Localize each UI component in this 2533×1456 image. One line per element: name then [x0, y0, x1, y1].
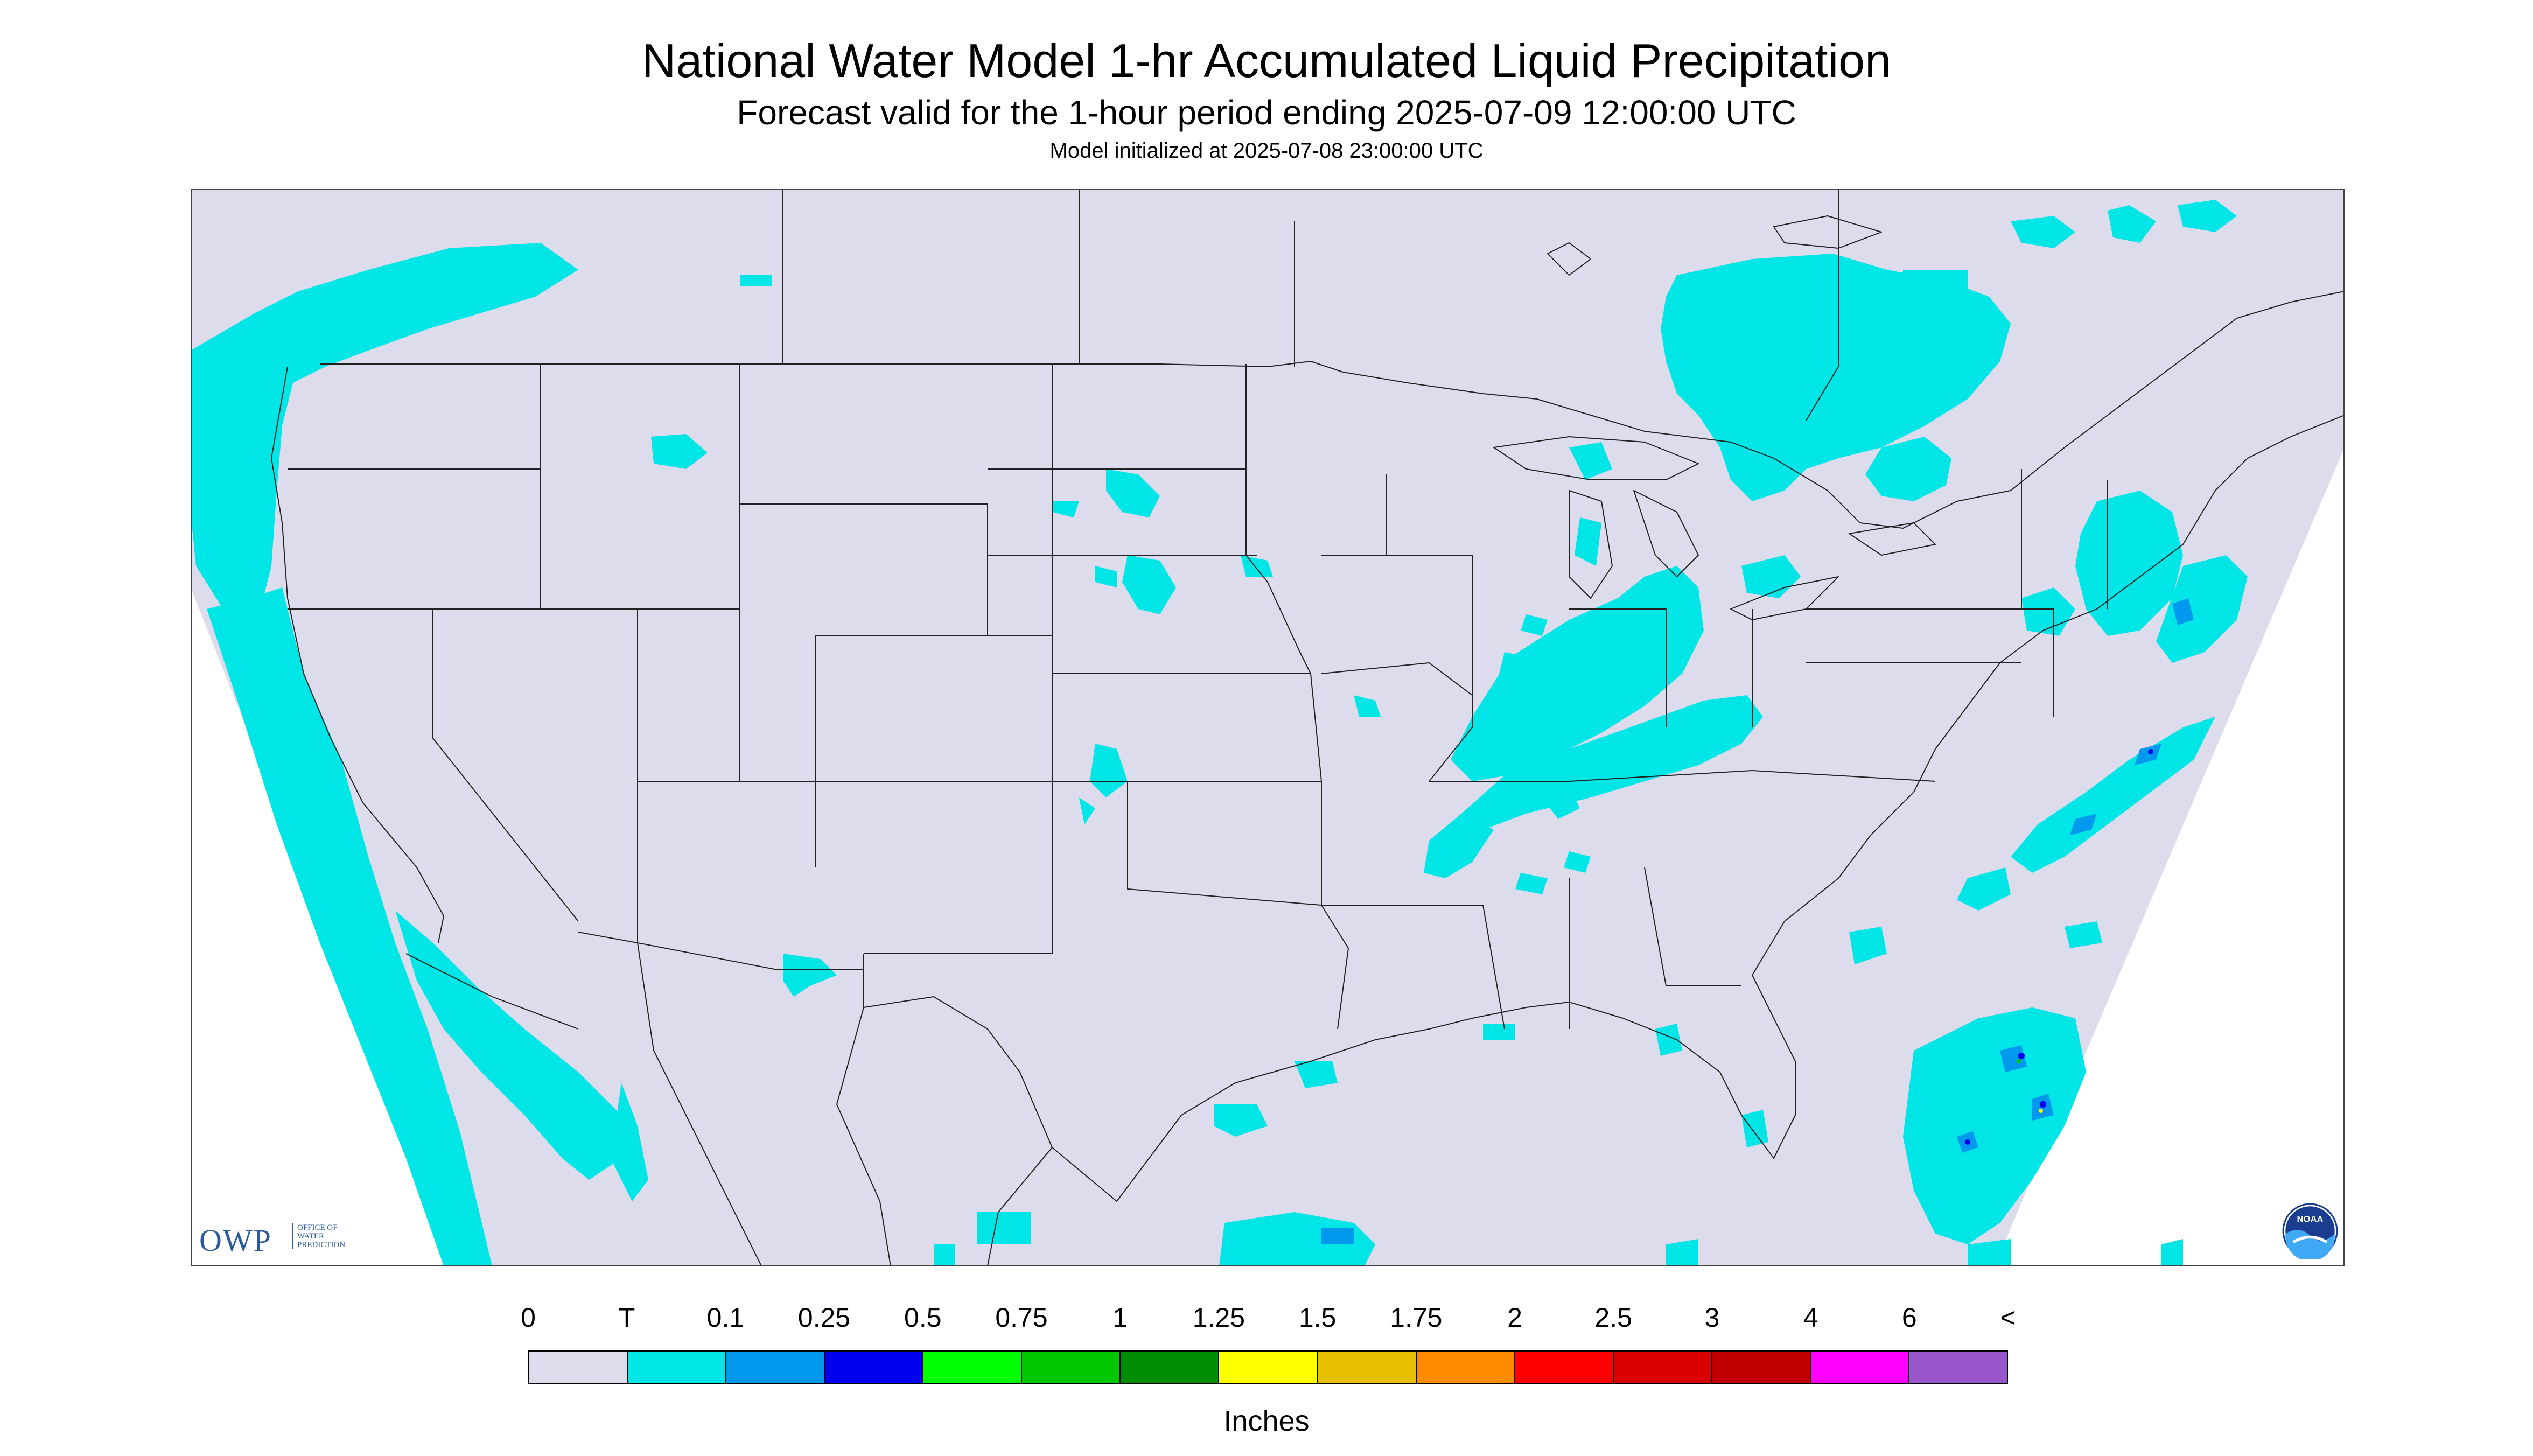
map-title: National Water Model 1-hr Accumulated Li…	[641, 34, 1892, 87]
precip-heavy-areas	[1965, 749, 2153, 1145]
legend-label: 2	[1507, 1303, 1522, 1333]
legend-label: 1.5	[1298, 1303, 1337, 1333]
legend-label: 0.25	[797, 1303, 851, 1333]
forecast-valid-subtitle: Forecast valid for the 1-hour period end…	[737, 93, 1796, 132]
legend-label: 1.75	[1390, 1303, 1443, 1333]
precipitation-map	[191, 189, 2345, 1266]
owp-logo-line-3: PREDICTION	[297, 1241, 346, 1249]
legend-swatch	[923, 1352, 1023, 1383]
legend-swatch	[1318, 1352, 1417, 1383]
owp-logo-text: OFFICE OF WATER PREDICTION	[292, 1223, 345, 1249]
owp-logo-line-2: WATER	[297, 1232, 324, 1241]
legend-label: <	[2000, 1303, 2016, 1333]
legend-swatch	[1121, 1352, 1220, 1383]
legend-swatch	[628, 1352, 727, 1383]
legend-swatch	[726, 1352, 825, 1383]
legend-label: 0	[521, 1303, 536, 1333]
legend-label: 0.5	[904, 1303, 942, 1333]
legend-swatch	[529, 1352, 628, 1383]
legend-label: 1.25	[1192, 1303, 1245, 1333]
legend-swatch	[1613, 1352, 1712, 1383]
owp-logo: OWP OFFICE OF WATER PREDICTION	[199, 1222, 345, 1258]
map-frame	[191, 189, 2345, 1266]
legend-swatch	[1810, 1352, 1909, 1383]
svg-text:NOAA: NOAA	[2297, 1214, 2324, 1224]
legend-label: 0.1	[706, 1303, 745, 1333]
legend-swatch	[1416, 1352, 1515, 1383]
legend-label: 4	[1803, 1303, 1818, 1333]
precip-trace-areas	[191, 200, 2248, 1266]
political-boundaries	[271, 189, 2345, 1266]
legend-swatch	[1515, 1352, 1614, 1383]
legend-swatch	[1219, 1352, 1318, 1383]
model-init-text: Model initialized at 2025-07-08 23:00:00…	[1049, 139, 1484, 163]
legend-label: 3	[1704, 1303, 1720, 1333]
legend-swatch	[1712, 1352, 1811, 1383]
legend-swatch	[1022, 1352, 1121, 1383]
owp-logo-mark: OWP	[199, 1223, 272, 1258]
precip-peak-cells	[2017, 1059, 2043, 1113]
legend-units-label: Inches	[1223, 1405, 1310, 1437]
legend-swatch	[1909, 1352, 2007, 1383]
legend-label: 6	[1901, 1303, 1917, 1333]
legend-label: 1	[1112, 1303, 1128, 1333]
legend-label: T	[618, 1303, 635, 1333]
legend-label: 2.5	[1594, 1303, 1632, 1333]
legend-color-bar	[528, 1350, 2008, 1384]
legend-labels: 0 T 0.1 0.25 0.5 0.75 1 1.25 1.5 1.75 2 2.5 3 4 6 <	[521, 1302, 2016, 1334]
legend-swatch	[825, 1352, 924, 1383]
noaa-logo: NOAA	[2282, 1203, 2338, 1259]
owp-logo-line-1: OFFICE OF	[297, 1223, 338, 1232]
legend-label: 0.75	[995, 1303, 1048, 1333]
